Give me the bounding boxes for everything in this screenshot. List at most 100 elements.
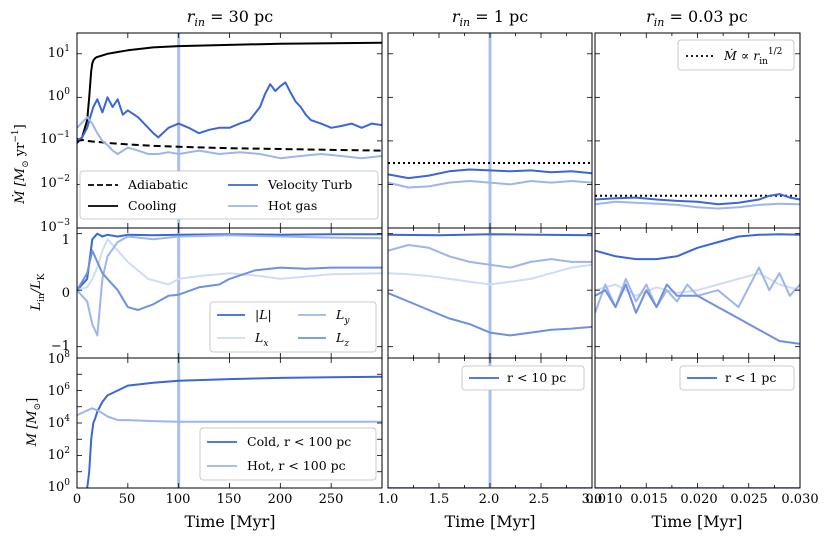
series-line-r1-c0-3: [77, 249, 382, 311]
series-line-r1-c0-0: [77, 232, 382, 291]
xticks-col1: 0 50 100 150 200 250: [73, 492, 344, 507]
series-line-r0-c1-2: [388, 180, 592, 189]
ytick-M-2: 106: [48, 382, 71, 399]
panel-lines-r1-c2: [595, 233, 800, 345]
series-line-r1-c1-1: [388, 263, 592, 286]
plot-panels: [76, 32, 801, 489]
legend-label-hotgas: Hot gas: [268, 198, 317, 213]
panel-lines-r2-c0: [77, 358, 382, 488]
panel-lines-r0-c1: [388, 33, 592, 228]
xtick-c3-4: 0.030: [781, 492, 818, 507]
x-axis-label-3: Time [Myr]: [651, 512, 742, 531]
xtick-c1-2: 100: [166, 492, 191, 507]
ytick-mdot-4: 10−2: [40, 174, 70, 191]
panel-lines-r1-c1: [388, 228, 592, 358]
xtick-c3-3: 0.025: [730, 492, 767, 507]
legend-mdot: Adiabatic Velocity Turb Cooling Hot gas: [79, 170, 379, 220]
legend-mass-col3: r < 1 pc: [679, 365, 795, 391]
xtick-c1-1: 50: [119, 492, 136, 507]
panel-r1-c0: [76, 227, 383, 359]
series-line-r1-c2-0: [595, 233, 800, 261]
ytick-mdot-3: 10−1: [40, 130, 70, 147]
series-line-r1-c2-3: [595, 283, 800, 345]
series-line-r1-c0-1: [77, 238, 382, 292]
axes-frame-r2-c1: [387, 357, 593, 489]
yticks-mass: 108 106 104 102 100: [48, 350, 71, 495]
xtick-c1-4: 200: [268, 492, 293, 507]
legend-mass-col3-box: [679, 365, 795, 391]
xtick-c2-3: 2.5: [529, 492, 550, 507]
legend-reference-box: [677, 39, 795, 71]
ytick-mdot-2: 100: [48, 87, 71, 104]
axes-frame-r2-c2: [594, 357, 801, 489]
axes-frame-r2-c0: [76, 357, 383, 489]
ytick-mdot-1: 101: [48, 44, 70, 61]
series-line-r0-c0-1: [77, 41, 382, 144]
xtick-c1-0: 0: [73, 492, 81, 507]
xtick-c3-2: 0.020: [680, 492, 717, 507]
legend-label-Lx: Lx: [254, 330, 268, 349]
xtick-c1-3: 150: [217, 492, 242, 507]
legend-label-cooling: Cooling: [128, 198, 177, 213]
column-title-1: rin = 30 pc: [187, 7, 274, 29]
panel-r1-c1: [387, 227, 593, 359]
xticks-col2: 1.0 1.5 2.0 2.5 3.0: [378, 492, 603, 507]
series-line-r1-c1-2: [388, 244, 592, 269]
column-title-2: rin = 1 pc: [452, 7, 528, 29]
xtick-c3-1: 0.015: [630, 492, 667, 507]
ytick-mdot-5: 10−3: [40, 218, 70, 235]
ytick-M-3: 104: [48, 414, 71, 431]
series-line-r2-c0-1: [77, 407, 382, 423]
legend-mass: Cold, r < 100 pc Hot, r < 100 pc: [199, 427, 377, 481]
legend-mdot-box: [79, 170, 379, 220]
y-axis-label-mass: M [M⊙]: [25, 398, 43, 447]
yticks-mdot: 101 100 10−1 10−2 10−3: [40, 44, 70, 235]
xticks-col3: 0.010 0.015 0.020 0.025 0.030: [585, 492, 818, 507]
legend-L-box: [209, 301, 377, 353]
ytick-M-5: 100: [48, 478, 71, 495]
xtick-c2-1: 1.5: [429, 492, 450, 507]
yticks-L: 1 0 −1: [51, 233, 70, 354]
legend-mass-col2-box: [461, 365, 585, 391]
xtick-c2-2: 2.0: [479, 492, 500, 507]
panel-r2-c2: [594, 357, 801, 489]
xtick-c2-4: 3.0: [582, 492, 603, 507]
ytick-L-1: 1: [62, 233, 70, 248]
series-line-r1-c1-3: [388, 292, 592, 337]
xtick-c3-0: 0.010: [585, 492, 622, 507]
series-line-r0-c0-3: [77, 116, 382, 160]
series-line-r2-c0-0: [86, 375, 382, 488]
legend-label-vturb: Velocity Turb: [267, 177, 352, 192]
legend-mass-col2: r < 10 pc: [461, 365, 585, 391]
ytick-M-4: 102: [48, 446, 70, 463]
series-line-r1-c0-2: [77, 234, 382, 337]
legend-reference: Ṁ ∝ rin1/2: [677, 39, 795, 71]
series-line-r0-c0-2: [77, 81, 382, 142]
legend-label-adiabatic: Adiabatic: [127, 177, 188, 192]
legend-label-hot: Hot, r < 100 pc: [247, 458, 346, 473]
x-axis-label-2: Time [Myr]: [444, 512, 535, 531]
y-axis-label-mdot: Ṁ [M⊙ yr−1]: [11, 124, 31, 204]
panel-r2-c0: [76, 357, 383, 489]
legend-label-Ly: Ly: [335, 307, 350, 326]
series-line-r0-c0-0: [77, 138, 382, 152]
ytick-M-1: 108: [48, 350, 71, 367]
legend-mass-box: [199, 427, 377, 481]
legend-label-cold: Cold, r < 100 pc: [247, 434, 351, 449]
legend-L: |L| Ly Lx Lz: [209, 301, 377, 353]
y-axis-label-L: Lin/LK: [29, 273, 47, 311]
panel-r1-c2: [594, 227, 801, 359]
legend-label-r10: r < 10 pc: [507, 370, 566, 385]
legend-label-reference: Ṁ ∝ rin1/2: [723, 47, 782, 67]
panel-lines-r1-c0: [77, 228, 382, 358]
ytick-L-3: −1: [51, 339, 70, 354]
legend-label-r1: r < 1 pc: [725, 370, 776, 385]
panel-r0-c2: [594, 32, 801, 229]
series-line-r0-c2-1: [595, 193, 800, 206]
series-line-r0-c2-2: [595, 200, 800, 210]
legend-label-Labs: |L|: [255, 307, 272, 322]
series-line-r1-c2-2: [595, 266, 800, 314]
series-line-r1-c1-0: [388, 233, 592, 237]
x-axis-label-1: Time [Myr]: [184, 512, 275, 531]
